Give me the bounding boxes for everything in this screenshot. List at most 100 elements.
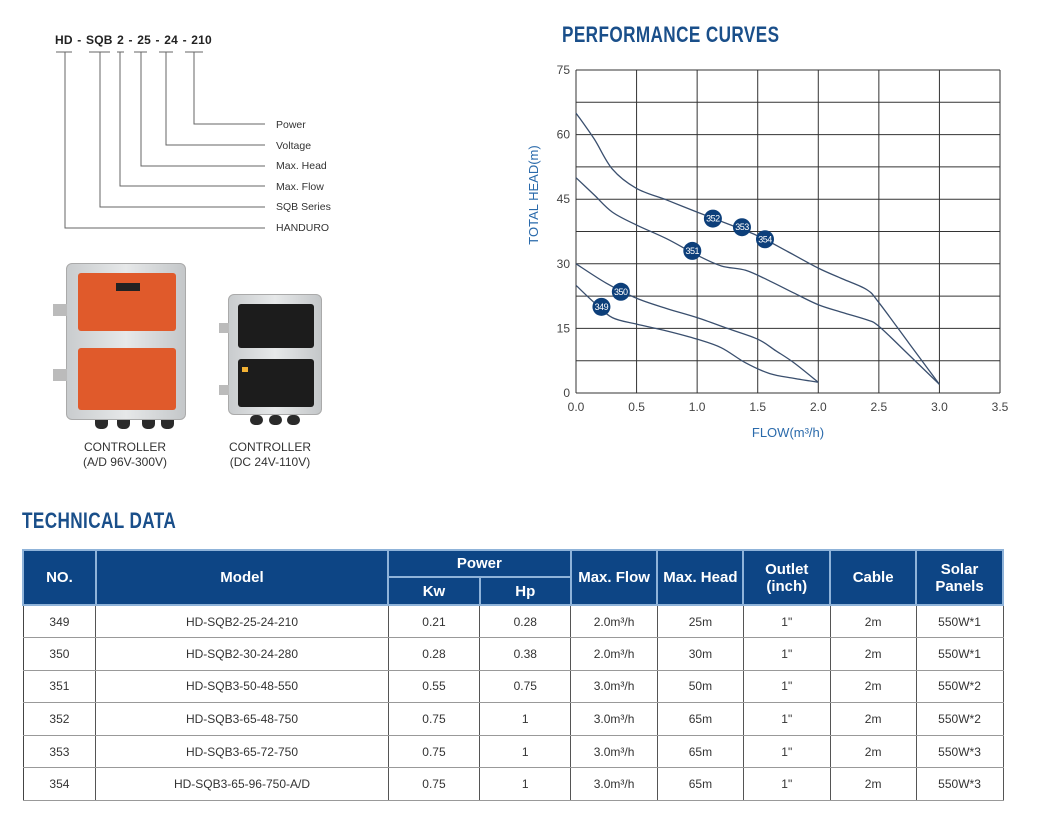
cell-outlet: 1" bbox=[742, 767, 831, 802]
marker-label: 352 bbox=[706, 214, 720, 224]
controller-dc-image bbox=[219, 294, 322, 425]
controller-dc-top-panel bbox=[238, 304, 314, 348]
controller-ad-bottom-panel bbox=[78, 348, 176, 410]
curve-351 bbox=[575, 177, 940, 385]
table-row: 352 HD-SQB3-65-48-750 0.75 1 3.0m³/h 65m 1" 2m 5… bbox=[22, 702, 1004, 736]
x-axis-label: FLOW(m³/h) bbox=[752, 425, 824, 440]
cell-hp: 1 bbox=[479, 767, 572, 802]
cell-solar-panels: 550W*1 bbox=[915, 604, 1004, 639]
controller-ad-image bbox=[53, 263, 186, 429]
technical-data-title: TECHNICAL DATA bbox=[22, 508, 177, 533]
legend-max-head: Max. Head bbox=[276, 160, 327, 172]
cell-max-head: 65m bbox=[656, 734, 744, 769]
model-code-lines bbox=[56, 51, 265, 229]
legend-voltage: Voltage bbox=[276, 140, 312, 152]
marker-label: 349 bbox=[595, 302, 609, 312]
cell-cable: 2m bbox=[829, 669, 917, 704]
cell-no: 349 bbox=[22, 604, 97, 639]
cell-no: 351 bbox=[22, 669, 97, 704]
cell-cable: 2m bbox=[829, 637, 917, 671]
cell-no: 354 bbox=[22, 767, 97, 802]
performance-chart: 352 353 354 351 350 349 0.0 0.5 1.0 1.5 2.0 2.5 3.0… bbox=[526, 63, 1009, 440]
cell-max-head: 50m bbox=[656, 669, 744, 704]
cell-outlet: 1" bbox=[742, 604, 831, 639]
header-no: NO. bbox=[22, 549, 97, 606]
cell-cable: 2m bbox=[829, 734, 917, 769]
cell-hp: 0.38 bbox=[479, 637, 572, 671]
cell-max-flow: 3.0m³/h bbox=[570, 702, 658, 736]
cell-kw: 0.55 bbox=[387, 669, 481, 704]
controller-dc-bottom-panel bbox=[238, 359, 314, 407]
technical-data-table: NO. Model Power Max. Flow Max. Head Outl… bbox=[22, 549, 1004, 802]
header-model: Model bbox=[94, 549, 390, 606]
cell-model: HD-SQB2-25-24-210 bbox=[95, 604, 389, 639]
marker-354 bbox=[755, 230, 774, 249]
legend-brand: HANDURO bbox=[276, 222, 330, 234]
x-tick-label: 1.0 bbox=[689, 400, 706, 414]
cell-cable: 2m bbox=[829, 767, 917, 802]
model-code: HD - SQB 2 - 25 - 24 - 210 bbox=[55, 33, 212, 47]
marker-label: 351 bbox=[686, 246, 700, 256]
x-tick-label: 3.5 bbox=[992, 400, 1009, 414]
cell-max-head: 65m bbox=[656, 702, 744, 736]
legend-max-flow: Max. Flow bbox=[276, 181, 324, 193]
cell-solar-panels: 550W*2 bbox=[915, 702, 1004, 736]
table-row: 353 HD-SQB3-65-72-750 0.75 1 3.0m³/h 65m 1" 2m 5… bbox=[22, 734, 1004, 769]
legend-power: Power bbox=[276, 119, 306, 131]
y-tick-label: 15 bbox=[557, 321, 571, 335]
cell-kw: 0.28 bbox=[387, 637, 481, 671]
cell-kw: 0.75 bbox=[387, 702, 481, 736]
cell-hp: 1 bbox=[479, 734, 572, 769]
controller-dc-label: CONTROLLER bbox=[228, 440, 311, 454]
header-max-flow: Max. Flow bbox=[569, 549, 659, 606]
cell-outlet: 1" bbox=[742, 702, 831, 736]
marker-350 bbox=[611, 282, 630, 301]
chart-title: PERFORMANCE CURVES bbox=[562, 22, 780, 47]
table-row: 350 HD-SQB2-30-24-280 0.28 0.38 2.0m³/h 30m 1"… bbox=[22, 637, 1004, 671]
header-kw: Kw bbox=[387, 576, 481, 606]
x-tick-label: 1.5 bbox=[749, 400, 766, 414]
controller-ad-label: CONTROLLER bbox=[83, 440, 166, 454]
header-outlet: Outlet (inch) bbox=[742, 549, 832, 606]
cell-cable: 2m bbox=[829, 604, 917, 639]
table-row: 351 HD-SQB3-50-48-550 0.55 0.75 3.0m³/h 50m 1"… bbox=[22, 669, 1004, 704]
controller-ad-spec: (A/D 96V-300V) bbox=[82, 455, 168, 469]
cell-max-flow: 2.0m³/h bbox=[570, 637, 658, 671]
x-tick-label: 0.0 bbox=[568, 400, 585, 414]
cell-model: HD-SQB3-65-48-750 bbox=[95, 702, 389, 736]
y-tick-label: 0 bbox=[563, 386, 570, 400]
cell-kw: 0.75 bbox=[387, 734, 481, 769]
marker-351 bbox=[683, 241, 702, 260]
cell-outlet: 1" bbox=[742, 637, 831, 671]
controller-dc-caption: CONTROLLER (DC 24V-110V) bbox=[205, 440, 335, 470]
cell-max-head: 25m bbox=[656, 604, 744, 639]
cell-outlet: 1" bbox=[742, 734, 831, 769]
y-tick-label: 45 bbox=[557, 192, 571, 206]
cell-max-flow: 2.0m³/h bbox=[570, 604, 658, 639]
header-solar-panels: Solar Panels bbox=[915, 549, 1004, 606]
marker-label: 354 bbox=[758, 234, 772, 244]
x-tick-label: 2.5 bbox=[871, 400, 888, 414]
cell-solar-panels: 550W*3 bbox=[915, 734, 1004, 769]
cell-cable: 2m bbox=[829, 702, 917, 736]
controller-dc-spec: (DC 24V-110V) bbox=[229, 455, 311, 469]
cell-solar-panels: 550W*1 bbox=[915, 637, 1004, 671]
marker-label: 350 bbox=[614, 287, 628, 297]
x-tick-label: 2.0 bbox=[810, 400, 827, 414]
y-tick-label: 30 bbox=[557, 257, 571, 271]
cell-hp: 1 bbox=[479, 702, 572, 736]
cell-model: HD-SQB2-30-24-280 bbox=[95, 637, 389, 671]
marker-352 bbox=[703, 209, 722, 228]
cell-hp: 0.28 bbox=[479, 604, 572, 639]
cell-no: 353 bbox=[22, 734, 97, 769]
header-hp: Hp bbox=[478, 576, 572, 606]
cell-max-flow: 3.0m³/h bbox=[570, 734, 658, 769]
y-tick-label: 75 bbox=[557, 63, 571, 77]
legend-series: SQB Series bbox=[276, 201, 331, 213]
cell-max-flow: 3.0m³/h bbox=[570, 669, 658, 704]
cell-solar-panels: 550W*3 bbox=[915, 767, 1004, 802]
x-tick-label: 0.5 bbox=[628, 400, 645, 414]
controller-ad-top-panel bbox=[78, 273, 176, 331]
cell-kw: 0.21 bbox=[387, 604, 481, 639]
cell-hp: 0.75 bbox=[479, 669, 572, 704]
